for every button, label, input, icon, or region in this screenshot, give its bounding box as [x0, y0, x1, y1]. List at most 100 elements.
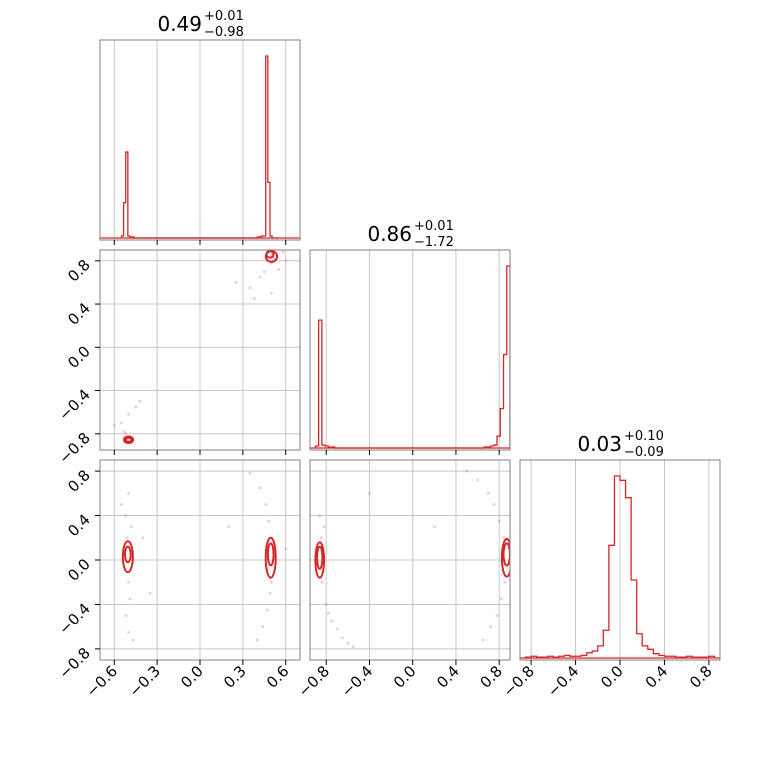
scatter-point-2-1-9 [322, 525, 326, 529]
contour-2-0-1 [121, 540, 134, 574]
scatter-point-2-0-0 [127, 491, 130, 495]
panel-2-1 [310, 460, 510, 660]
scatter-point-2-0-11 [141, 536, 145, 540]
scatter-point-1-0-22 [252, 297, 256, 301]
scatter-point-2-1-23 [432, 525, 436, 529]
scatter-point-2-0-3 [125, 536, 129, 540]
param-title-plus-1: +0.01 [414, 219, 454, 234]
xtick-label-2-4: 0.8 [686, 662, 716, 692]
scatter-point-2-1-22 [368, 491, 371, 495]
scatter-point-2-1-19 [495, 614, 499, 617]
scatter-point-1-0-20 [281, 250, 285, 254]
ytick-label-2-3: 0.4 [64, 511, 94, 541]
scatter-point-2-1-0 [318, 514, 322, 517]
scatter-point-2-0-20 [255, 638, 259, 642]
scatter-point-2-1-16 [502, 536, 505, 540]
param-title-0: 0.49 +0.01−0.98 [157, 9, 243, 40]
scatter-point-1-0-11 [270, 252, 273, 256]
histogram-1 [310, 265, 510, 449]
histogram-0 [100, 55, 300, 239]
ytick-label-1-3: 0.4 [64, 299, 94, 329]
scatter-point-2-0-22 [284, 547, 288, 551]
scatter-point-1-0-23 [284, 259, 288, 263]
scatter-point-2-1-12 [476, 478, 479, 482]
scatter-point-2-1-8 [351, 645, 355, 649]
contour-2-0-0 [124, 545, 132, 564]
scatter-point-2-1-20 [489, 625, 492, 629]
scatter-point-2-1-4 [330, 619, 334, 623]
panel-1-1 [325, 250, 500, 450]
contour-2-1-0 [316, 545, 324, 570]
scatter-point-2-0-8 [131, 638, 135, 642]
xtick-label-1-0: −0.8 [295, 662, 333, 700]
scatter-point-2-0-23 [227, 525, 230, 529]
scatter-point-2-1-21 [481, 638, 485, 642]
param-title-minus-0: −0.98 [204, 25, 244, 40]
xtick-label-2-3: 0.4 [642, 662, 672, 692]
contour-2-0-3 [264, 536, 277, 579]
scatter-point-2-1-11 [465, 469, 469, 473]
param-title-2: 0.03 +0.10−0.09 [577, 429, 663, 460]
param-title-value-0: 0.49 [157, 12, 202, 36]
scatter-point-2-1-18 [499, 597, 503, 601]
panel-0-0 [113, 40, 287, 240]
panel-frame-1-1 [309, 249, 511, 451]
contour-2-1-2 [502, 542, 510, 567]
contour-1-0-1 [123, 435, 135, 444]
xtick-label-1-1: −0.4 [338, 662, 376, 700]
contour-2-0-2 [266, 542, 275, 567]
scatter-point-1-0-21 [270, 291, 273, 295]
contour-2-1-3 [500, 537, 510, 578]
contour-1-0-3 [264, 250, 279, 263]
histogram-line-2 [524, 475, 716, 658]
param-title-minus-1: −1.72 [414, 235, 454, 250]
scatter-point-2-0-9 [120, 503, 123, 506]
scatter-point-2-1-6 [341, 636, 344, 640]
param-title-value-2: 0.03 [577, 432, 622, 456]
xtick-label-1-2: 0.0 [390, 662, 420, 692]
scatter-point-2-0-13 [258, 486, 262, 490]
contour-1-0-0 [124, 436, 133, 443]
xtick-label-0-4: 0.6 [263, 662, 293, 692]
param-title-plus-0: +0.01 [204, 9, 244, 24]
scatter-point-2-1-3 [324, 603, 328, 606]
scatter-point-1-0-15 [277, 268, 280, 271]
scatter-point-2-1-15 [497, 519, 501, 523]
scatter-point-1-0-19 [234, 281, 238, 284]
scatter-point-1-0-18 [248, 286, 252, 290]
histogram-2 [520, 475, 720, 659]
ytick-label-2-2: 0.0 [64, 555, 94, 585]
scatter-point-1-0-8 [112, 423, 116, 427]
scatter-point-2-0-1 [124, 514, 128, 517]
scatter-point-1-0-6 [134, 405, 138, 409]
ytick-label-1-4: 0.8 [64, 256, 94, 286]
param-title-1: 0.86 +0.01−1.72 [367, 219, 453, 250]
ytick-label-2-1: −0.4 [55, 600, 93, 638]
scatter-point-2-0-18 [265, 608, 269, 612]
contour-2-1-1 [314, 541, 326, 579]
scatter-point-1-0-10 [122, 430, 126, 434]
scatter-point-2-1-17 [503, 580, 506, 584]
param-title-value-1: 0.86 [367, 222, 412, 246]
scatter-point-2-0-4 [127, 580, 130, 584]
xtick-label-0-1: −0.3 [125, 662, 163, 700]
scatter-point-2-1-7 [346, 641, 350, 645]
scatter-point-1-0-17 [262, 270, 266, 274]
scatter-point-2-1-14 [492, 503, 496, 506]
panel-2-0 [100, 460, 300, 660]
scatter-point-2-0-19 [261, 625, 265, 629]
scatter-point-2-1-5 [335, 627, 339, 631]
scatter-point-2-0-14 [264, 503, 268, 506]
scatter-point-1-0-7 [127, 412, 130, 416]
scatter-point-2-0-21 [270, 580, 273, 584]
panel-2-2 [530, 460, 710, 660]
xtick-label-0-2: 0.0 [177, 662, 207, 692]
scatter-2-1 [314, 469, 510, 649]
xtick-label-1-3: 0.4 [433, 662, 463, 692]
scatter-1-0 [112, 250, 288, 444]
scatter-point-2-0-2 [130, 525, 133, 529]
scatter-2-0 [120, 471, 288, 642]
scatter-point-2-0-6 [124, 614, 128, 617]
ytick-label-1-2: 0.0 [64, 342, 94, 372]
